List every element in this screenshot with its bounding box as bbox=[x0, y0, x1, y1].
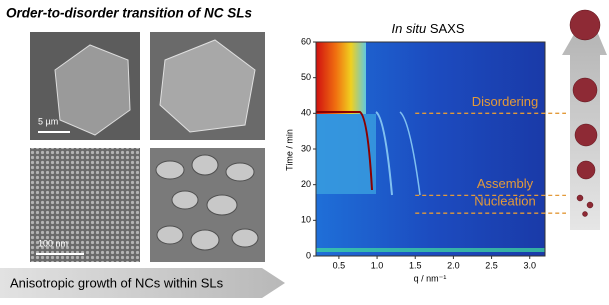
x-tick-label: 2.0 bbox=[447, 260, 460, 270]
arrow bbox=[562, 10, 607, 230]
y-tick-label: 20 bbox=[301, 179, 311, 189]
y-tick-label: 40 bbox=[301, 108, 311, 118]
annotation-label: Nucleation bbox=[474, 194, 535, 209]
x-tick-label: 3.0 bbox=[523, 260, 536, 270]
scale-label: 100 nm bbox=[38, 238, 68, 248]
x-tick-label: 2.5 bbox=[485, 260, 498, 270]
heatmap bbox=[316, 42, 545, 256]
annotation-label: Assembly bbox=[477, 176, 534, 191]
y-tick-label: 0 bbox=[306, 250, 311, 260]
y-tick-label: 10 bbox=[301, 215, 311, 225]
chart-title: In situ SAXS bbox=[392, 21, 465, 36]
scale-label: 5 µm bbox=[38, 116, 58, 126]
chart-title-main: SAXS bbox=[430, 21, 465, 36]
figure: Order-to-disorder transition of NC SLs 5… bbox=[0, 0, 609, 305]
y-tick-label: 50 bbox=[301, 72, 311, 82]
arrow-label: Anisotropic growth of NCs within SLs bbox=[10, 275, 224, 290]
x-axis-label: q / nm⁻¹ bbox=[414, 273, 447, 283]
x-tick-label: 1.5 bbox=[409, 260, 422, 270]
y-axis-label: Time / min bbox=[284, 129, 294, 171]
x-tick-label: 0.5 bbox=[333, 260, 346, 270]
chart-title-italic: In situ bbox=[392, 21, 427, 36]
figure-title: Order-to-disorder transition of NC SLs bbox=[6, 6, 253, 21]
y-tick-label: 30 bbox=[301, 143, 311, 153]
y-tick-label: 60 bbox=[301, 36, 311, 46]
x-tick-label: 1.0 bbox=[371, 260, 384, 270]
annotation-label: Disordering bbox=[472, 94, 538, 109]
